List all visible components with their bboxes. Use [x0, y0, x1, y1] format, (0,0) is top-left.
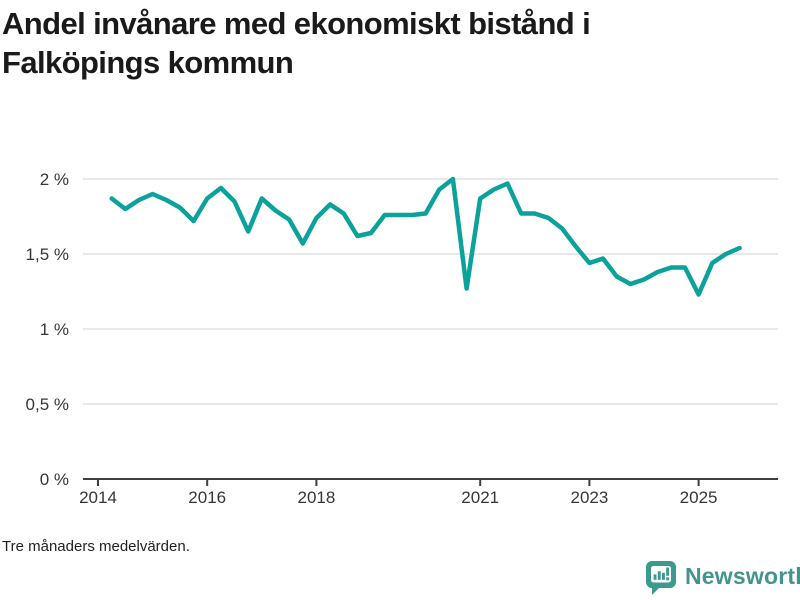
x-tick-label: 2025: [680, 488, 718, 507]
x-tick-label: 2023: [570, 488, 608, 507]
y-tick-label: 2 %: [40, 170, 69, 189]
data-line: [109, 176, 742, 297]
y-tick-label: 0,5 %: [26, 395, 69, 414]
logo-bubble-tail: [652, 586, 661, 595]
logo-exclamation-dot: [666, 577, 670, 581]
logo-bar-2: [657, 571, 661, 580]
chart-title: Andel invånare med ekonomiskt bistånd i F…: [2, 4, 782, 82]
x-tick-label: 2014: [79, 488, 117, 507]
chart-title-line-1: Andel invånare med ekonomiskt bistånd i: [2, 6, 591, 41]
y-tick-label: 1,5 %: [26, 245, 69, 264]
chart-title-line-2: Falköpings kommun: [2, 45, 294, 80]
x-tick-label: 2021: [461, 488, 499, 507]
x-tick-label: 2018: [297, 488, 335, 507]
y-tick-label: 1 %: [40, 320, 69, 339]
newsworthy-wordmark: Newsworthy: [685, 562, 800, 589]
newsworthy-icon: [646, 561, 676, 595]
chart-svg: 0 % 0,5 % 1 % 1,5 % 2 % 2014 2016 2018 2021 2023 2…: [26, 170, 778, 507]
newsworthy-logo: Newsworthy: [645, 560, 800, 596]
x-tick-label: 2016: [188, 488, 226, 507]
logo-bar-3: [662, 572, 665, 580]
logo-bar-1: [653, 574, 657, 580]
chart-footnote: Tre månaders medelvärden.: [2, 538, 190, 555]
logo-exclamation-bar: [666, 567, 670, 576]
y-tick-label: 0 %: [40, 470, 69, 489]
